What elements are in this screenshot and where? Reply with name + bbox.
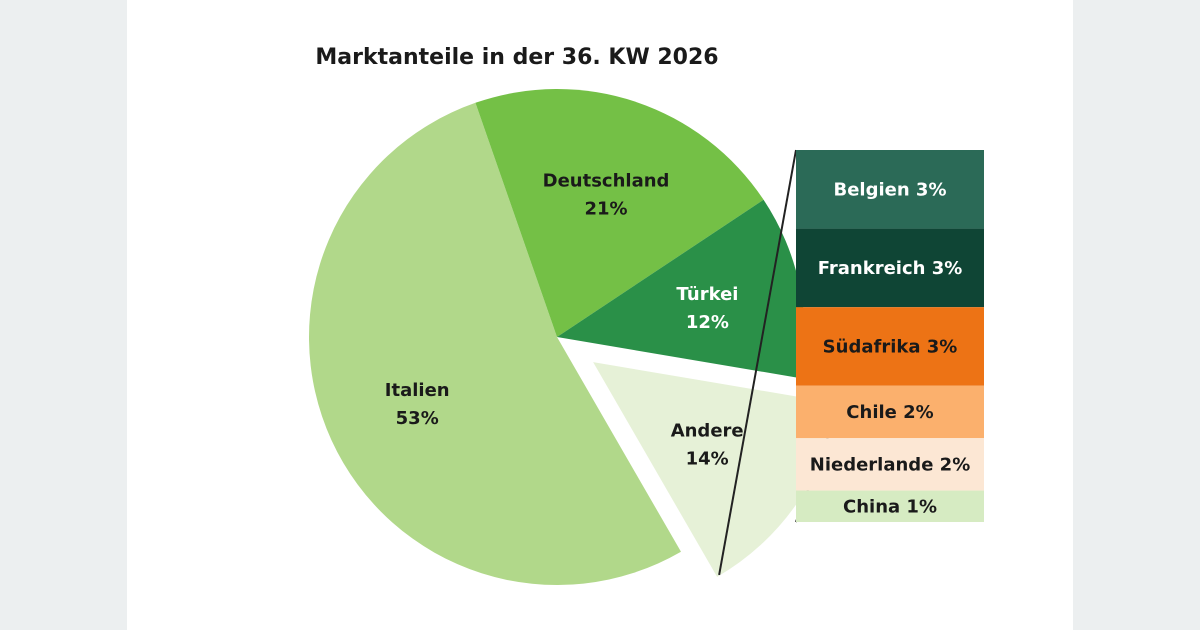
bar-label-china: China 1% (843, 496, 937, 517)
breakdown-bar: Belgien 3% Frankreich 3% Südafrika 3% Chile… (796, 150, 984, 522)
bar-segment-belgien (796, 150, 984, 229)
bar-segment-sudafrika (796, 307, 984, 386)
slice-deutschland (475, 89, 764, 337)
pie-slices: Italien 53% Deutschland 21% Türkei 12% Andere 1… (308, 89, 838, 586)
slice-italien (308, 102, 681, 586)
bar-label-sudafrika: Südafrika 3% (823, 336, 958, 357)
slice-andere (593, 362, 838, 577)
slice-turkei (557, 199, 805, 379)
slice-value-italien: 53% (396, 408, 439, 429)
chart-card: Marktanteile in der 36. KW 2026 Italien 5… (127, 0, 1073, 630)
pie-chart: Marktanteile in der 36. KW 2026 Italien 5… (308, 45, 984, 586)
slice-label-deutschland: Deutschland (543, 170, 670, 191)
chart-title: Marktanteile in der 36. KW 2026 (315, 45, 718, 70)
bar-label-niederlande: Niederlande 2% (810, 454, 970, 475)
slice-value-turkei: 12% (686, 312, 729, 333)
slice-value-deutschland: 21% (584, 198, 627, 219)
bar-segment-china (796, 490, 984, 522)
bar-segment-frankreich (796, 228, 984, 308)
slice-label-turkei: Türkei (676, 284, 738, 305)
slice-label-italien: Italien (385, 380, 450, 401)
bar-label-frankreich: Frankreich 3% (818, 258, 963, 279)
bar-label-belgien: Belgien 3% (833, 179, 946, 200)
slice-value-andere: 14% (686, 448, 729, 469)
connector-top (718, 149, 797, 576)
bar-label-chile: Chile 2% (846, 402, 933, 423)
bar-segment-niederlande (796, 438, 984, 491)
bar-segment-chile (796, 385, 984, 439)
slice-label-andere: Andere (671, 420, 744, 441)
